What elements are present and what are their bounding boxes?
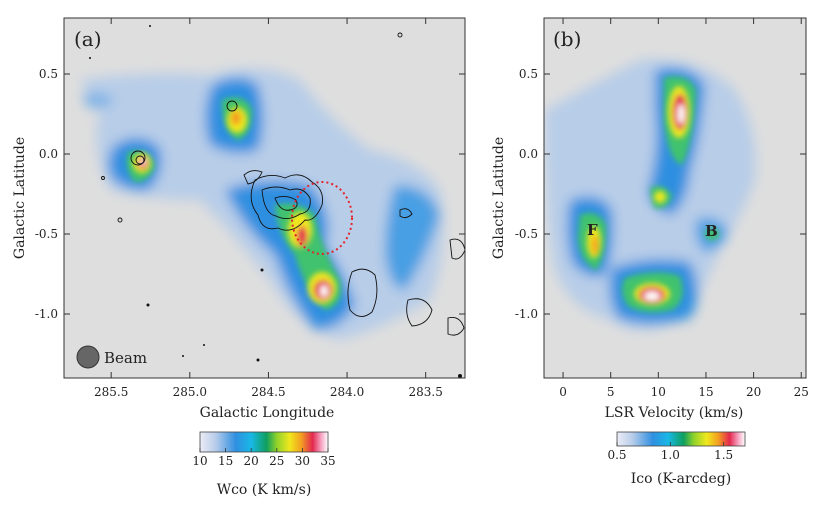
panel-a-intensity-map: Beam [76, 25, 465, 378]
x-tick-label: 15 [698, 385, 713, 399]
colorbar-tick-label: 15 [218, 454, 233, 468]
radio-point-source [260, 268, 264, 272]
source-label-f: F [587, 221, 598, 239]
y-tick-label: -1.0 [35, 307, 58, 321]
colorbar-a-gradient [199, 431, 329, 453]
y-tick-label: 0.0 [39, 147, 58, 161]
panel-a-y-axis: 0.5 0.0 -0.5 -1.0 [35, 67, 465, 321]
x-tick-label: 284.5 [251, 385, 285, 399]
source-label-b: B [705, 222, 718, 240]
radio-contour [250, 174, 323, 231]
colorbar-tick-label: 30 [295, 454, 310, 468]
colorbar-b-title: Ico (K-arcdeg) [631, 471, 731, 487]
radio-contour [130, 150, 146, 166]
colorbar-tick-label: 10 [192, 454, 207, 468]
colorbar-tick-label: 1.5 [714, 448, 733, 462]
x-tick-label: 285.0 [173, 385, 207, 399]
panel-a-x-axis: 285.5 285.0 284.5 284.0 283.5 [94, 18, 443, 399]
beam-marker [76, 345, 100, 369]
radio-contour [347, 268, 378, 317]
radio-contour [397, 32, 403, 38]
panel-a-peaks [133, 107, 336, 304]
candidate-region-circle [291, 181, 353, 255]
radio-point-source [256, 358, 260, 362]
panel-b-intensity-map: F B [545, 59, 756, 330]
colorbar-tick-label: 0.5 [607, 448, 626, 462]
radio-contour [274, 195, 298, 211]
radio-point-source [182, 355, 184, 357]
radio-point-source [89, 57, 91, 59]
radio-contour [243, 170, 263, 185]
x-tick-label: 10 [651, 385, 666, 399]
y-tick-label: -0.5 [515, 227, 538, 241]
colorbar-a: 10 15 20 25 30 35 Wco (K km/s) [192, 431, 336, 498]
x-tick-label: 5 [607, 385, 615, 399]
radio-point-source [458, 374, 462, 378]
peak-white-south-a [320, 285, 328, 297]
colorbar-b: 0.5 1.0 1.5 Ico (K-arcdeg) [607, 431, 746, 487]
panel-b-peaks [587, 86, 690, 305]
x-tick-label: 283.5 [409, 385, 443, 399]
colorbar-a-title: Wco (K km/s) [217, 482, 312, 498]
panel-b-x-axis-title: LSR Velocity (km/s) [605, 405, 744, 421]
x-tick-label: 25 [794, 385, 809, 399]
radio-point-source [149, 25, 151, 27]
y-tick-label: 0.5 [39, 67, 58, 81]
panel-b: F B (b) 0 5 10 15 20 25 0.5 0.0 -0.5 -1.0 LSR Ve… [491, 17, 809, 421]
peak-red-central-a [297, 226, 307, 246]
x-tick-label: 20 [746, 385, 761, 399]
emission-green-right-b [705, 228, 719, 240]
panel-b-label: (b) [553, 27, 581, 51]
colorbar-tick-label: 1.0 [661, 448, 680, 462]
panel-b-y-axis: 0.5 0.0 -0.5 -1.0 [515, 67, 806, 321]
radio-contours-a [101, 32, 465, 336]
emission-cloud-east-a [385, 185, 440, 290]
y-tick-label: -0.5 [35, 227, 58, 241]
colorbar-tick-label: 20 [244, 454, 259, 468]
peak-red-left-b [592, 235, 598, 255]
radio-contour [135, 155, 145, 165]
emission-spot-a [82, 92, 115, 109]
colorbar-b-ticks: 0.5 1.0 1.5 [607, 442, 733, 462]
radio-point-sources-a [89, 25, 462, 378]
peak-yellow-mid-b [654, 191, 666, 203]
panel-a-y-axis-title: Galactic Latitude [12, 137, 28, 259]
colorbar-tick-label: 25 [269, 454, 284, 468]
peak-white-upper-b [677, 104, 685, 124]
y-tick-label: 0.0 [519, 147, 538, 161]
peak-red-north-a [231, 111, 241, 125]
radio-contour [447, 317, 465, 336]
peak-white-lower-b [644, 291, 660, 301]
x-tick-label: 285.5 [94, 385, 128, 399]
colorbar-b-gradient [616, 431, 746, 447]
radio-contour [117, 217, 123, 223]
y-tick-label: -1.0 [515, 307, 538, 321]
panel-a-frame [63, 17, 466, 379]
colorbar-tick-label: 35 [320, 454, 335, 468]
panel-b-x-axis: 0 5 10 15 20 25 [559, 18, 809, 399]
y-tick-label: 0.5 [519, 67, 538, 81]
radio-contour [406, 298, 433, 327]
radio-contour [399, 208, 413, 219]
colorbar-a-ticks: 10 15 20 25 30 35 [192, 448, 336, 468]
panel-a-x-axis-title: Galactic Longitude [200, 405, 335, 421]
radio-contour [226, 100, 238, 112]
panel-b-frame [543, 17, 807, 379]
x-tick-label: 0 [559, 385, 567, 399]
radio-contour [101, 176, 105, 180]
panel-a: Beam (a) 285.5 285.0 284.5 284.0 283.5 0.50.… [12, 17, 466, 421]
radio-point-source [146, 303, 150, 307]
x-tick-label: 284.0 [330, 385, 364, 399]
beam-label: Beam [104, 349, 147, 367]
radio-point-source [203, 344, 205, 346]
panel-a-label: (a) [74, 27, 102, 51]
radio-contour [261, 186, 311, 219]
panel-b-y-axis-title: Galactic Latitude [491, 137, 507, 259]
